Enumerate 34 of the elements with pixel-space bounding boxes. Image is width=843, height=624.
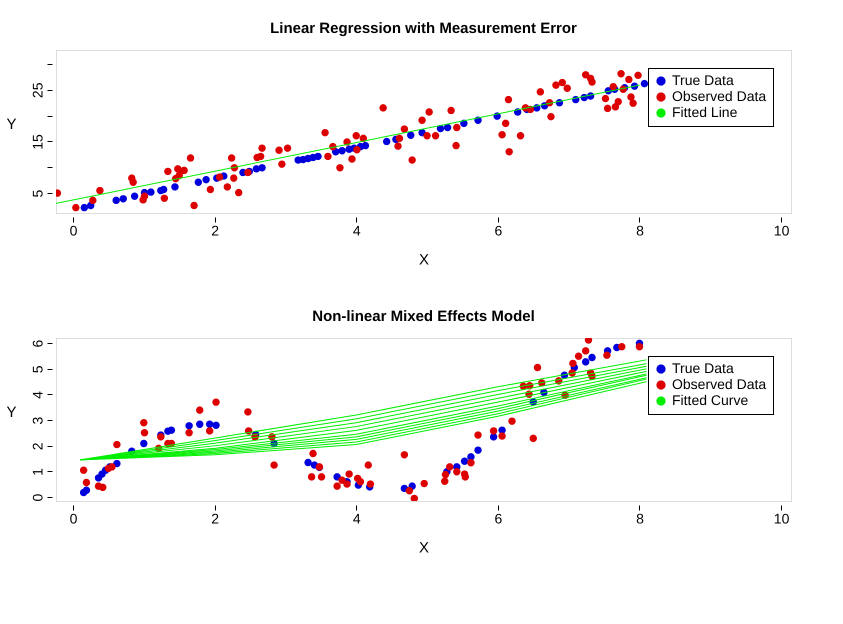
y-axis-title: Y	[6, 116, 17, 133]
y-tick-label: 0	[30, 494, 46, 502]
y-tick-label: 1	[30, 468, 46, 476]
y-tick-label: 4	[30, 390, 46, 399]
y-tick-label: 5	[30, 190, 46, 198]
x-tick-label: 4	[352, 222, 361, 238]
y-tick-label: 6	[30, 340, 46, 348]
x-tick-label: 2	[211, 510, 220, 526]
y-axis-title: Y	[6, 404, 17, 421]
chart-title: Non-linear Mixed Effects Model	[312, 308, 535, 325]
legend-label: True Data	[672, 360, 734, 376]
x-tick-label: 6	[494, 510, 502, 526]
y-tick-label: 15	[30, 134, 46, 150]
y-tick-label: 2	[30, 442, 46, 450]
x-tick-label: 6	[494, 222, 502, 238]
x-axis-title: X	[418, 540, 430, 556]
y-tick-label: 25	[30, 82, 46, 98]
x-tick-label: 4	[352, 510, 361, 526]
x-tick-label: 2	[211, 222, 220, 238]
legend-label: Observed Data	[672, 88, 766, 104]
y-tick-label: 5	[30, 365, 46, 374]
x-tick-label: 0	[70, 510, 78, 526]
y-tick-label: 3	[30, 416, 46, 425]
legend-label: True Data	[672, 72, 734, 88]
legend-label: Observed Data	[672, 376, 766, 392]
x-tick-label: 8	[636, 222, 644, 238]
x-tick-label: 0	[70, 222, 78, 238]
chart-title: Linear Regression with Measurement Error	[270, 20, 578, 37]
legend-label: Fitted Curve	[672, 392, 748, 408]
x-tick-label: 10	[774, 222, 790, 238]
x-tick-label: 8	[636, 510, 644, 526]
x-axis-title: X	[418, 252, 430, 268]
x-tick-label: 10	[774, 510, 790, 526]
legend-label: Fitted Line	[672, 104, 738, 120]
